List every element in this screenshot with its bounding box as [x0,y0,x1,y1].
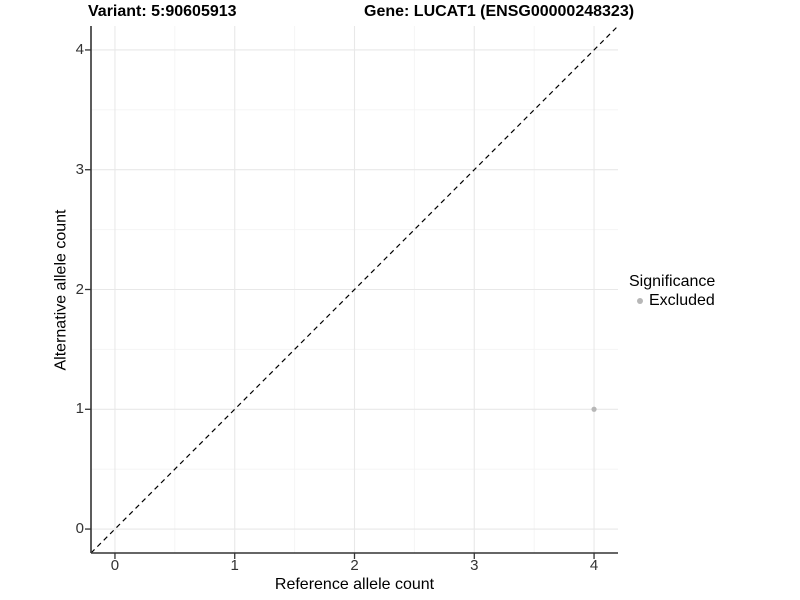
data-point [591,406,597,412]
x-tick-label: 2 [350,557,359,574]
y-tick-label: 0 [75,520,84,538]
excluded-point-icon [637,297,643,304]
y-tick-label: 1 [75,400,84,418]
x-tick-label: 3 [470,557,479,574]
legend-item-excluded: Excluded [629,291,715,310]
y-tick-label: 3 [75,160,84,178]
x-tick-label: 1 [230,557,239,574]
x-axis-title: Reference allele count [274,576,435,593]
legend: Significance Excluded [629,272,715,310]
gene-title: Gene: LUCAT1 (ENSG00000248323) [364,3,635,20]
x-tick-label: 4 [589,557,599,574]
variant-title: Variant: 5:90605913 [88,3,237,20]
legend-item-label: Excluded [649,292,715,309]
x-tick-label: 0 [110,557,120,574]
y-tick-label: 4 [75,40,84,58]
y-tick-label: 2 [75,280,84,298]
legend-title: Significance [629,273,716,290]
identity-reference-line [90,25,619,554]
